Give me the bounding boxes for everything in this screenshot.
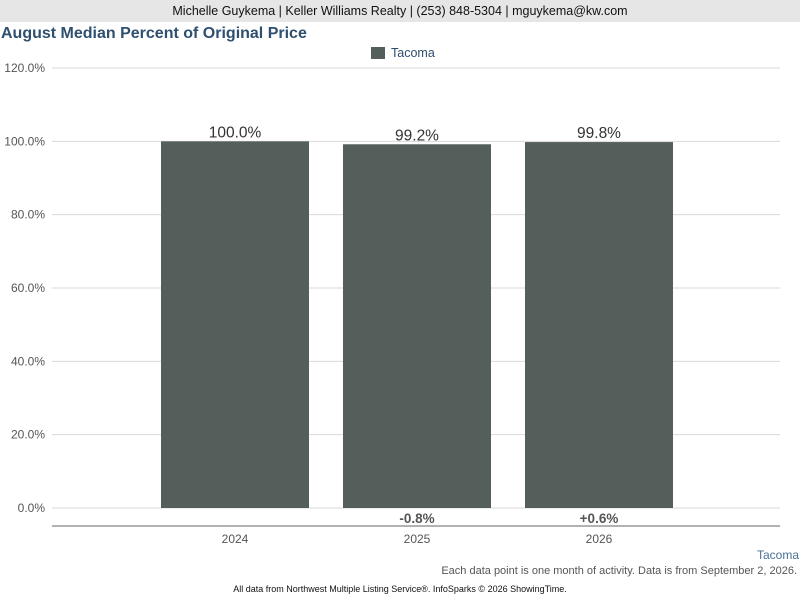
x-tick-label: 2025 — [404, 532, 431, 546]
bar-value-label: 99.2% — [395, 127, 439, 144]
bars — [161, 141, 673, 509]
y-tick-label: 120.0% — [4, 61, 45, 75]
change-label: -0.8% — [399, 511, 434, 526]
legend-label: Tacoma — [391, 46, 435, 60]
agent-contact-bar: Michelle Guykema | Keller Williams Realt… — [0, 0, 800, 22]
bar-value-label: 99.8% — [577, 125, 621, 142]
y-tick-labels: 0.0% 20.0% 40.0% 60.0% 80.0% 100.0% 120.0% — [4, 61, 45, 515]
chart-title: August Median Percent of Original Price — [1, 25, 307, 42]
y-tick-label: 20.0% — [11, 428, 45, 442]
bar[interactable] — [161, 141, 309, 509]
bar[interactable] — [525, 142, 673, 509]
legend-swatch — [371, 47, 385, 59]
data-footnote: Each data point is one month of activity… — [441, 565, 797, 577]
bar-value-label: 100.0% — [209, 124, 262, 141]
x-tick-label: 2024 — [222, 532, 249, 546]
area-link[interactable]: Tacoma — [756, 548, 799, 562]
change-label: +0.6% — [580, 511, 619, 526]
y-tick-label: 80.0% — [11, 208, 45, 222]
data-source-credit: All data from Northwest Multiple Listing… — [233, 584, 567, 594]
x-tick-labels: 2024 2025 2026 — [222, 532, 613, 546]
chart-legend[interactable]: Tacoma — [371, 45, 435, 61]
value-labels: 100.0% 99.2% 99.8% — [209, 124, 621, 144]
agent-contact-text: Michelle Guykema | Keller Williams Realt… — [172, 4, 628, 18]
x-tick-label: 2026 — [586, 532, 613, 546]
y-tick-label: 40.0% — [11, 354, 45, 368]
y-tick-label: 0.0% — [18, 501, 46, 515]
y-tick-label: 60.0% — [11, 281, 45, 295]
y-tick-label: 100.0% — [4, 134, 45, 148]
bar[interactable] — [343, 144, 491, 508]
change-labels: -0.8% +0.6% — [399, 511, 618, 526]
